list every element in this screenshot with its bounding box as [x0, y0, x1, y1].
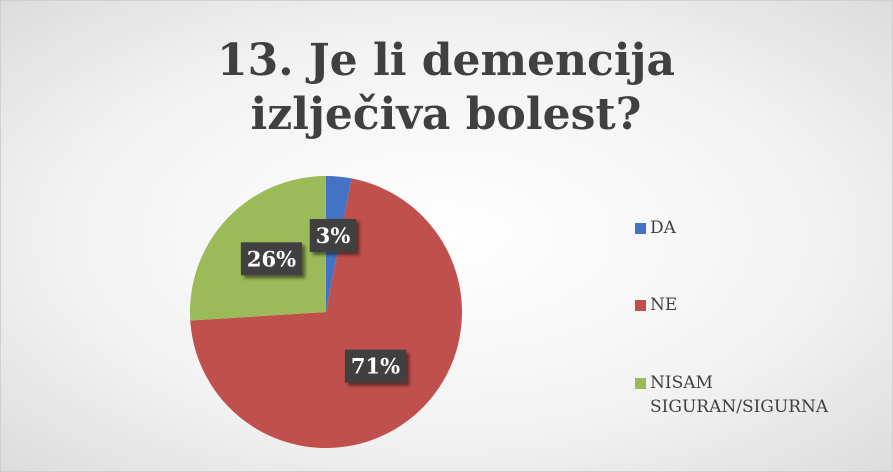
chart-title: 13. Je li demencija izlječiva bolest?: [217, 35, 675, 140]
data-label: 71%: [351, 354, 400, 379]
legend-label: NISAM SIGURAN/SIGURNA: [650, 373, 829, 417]
legend-swatch: [635, 378, 646, 389]
data-label-box: [344, 349, 407, 383]
legend-item: NISAM SIGURAN/SIGURNA: [635, 371, 875, 419]
legend-label: DA: [650, 218, 676, 238]
data-label-box: [309, 219, 357, 253]
legend-swatch: [635, 223, 646, 234]
data-label-box: [240, 242, 303, 276]
legend-label: NE: [650, 295, 678, 315]
legend-item: NE: [635, 293, 875, 317]
data-label: 3%: [316, 223, 351, 248]
data-label: 26%: [247, 246, 296, 271]
legend-item: DA: [635, 216, 875, 240]
legend-swatch: [635, 300, 646, 311]
